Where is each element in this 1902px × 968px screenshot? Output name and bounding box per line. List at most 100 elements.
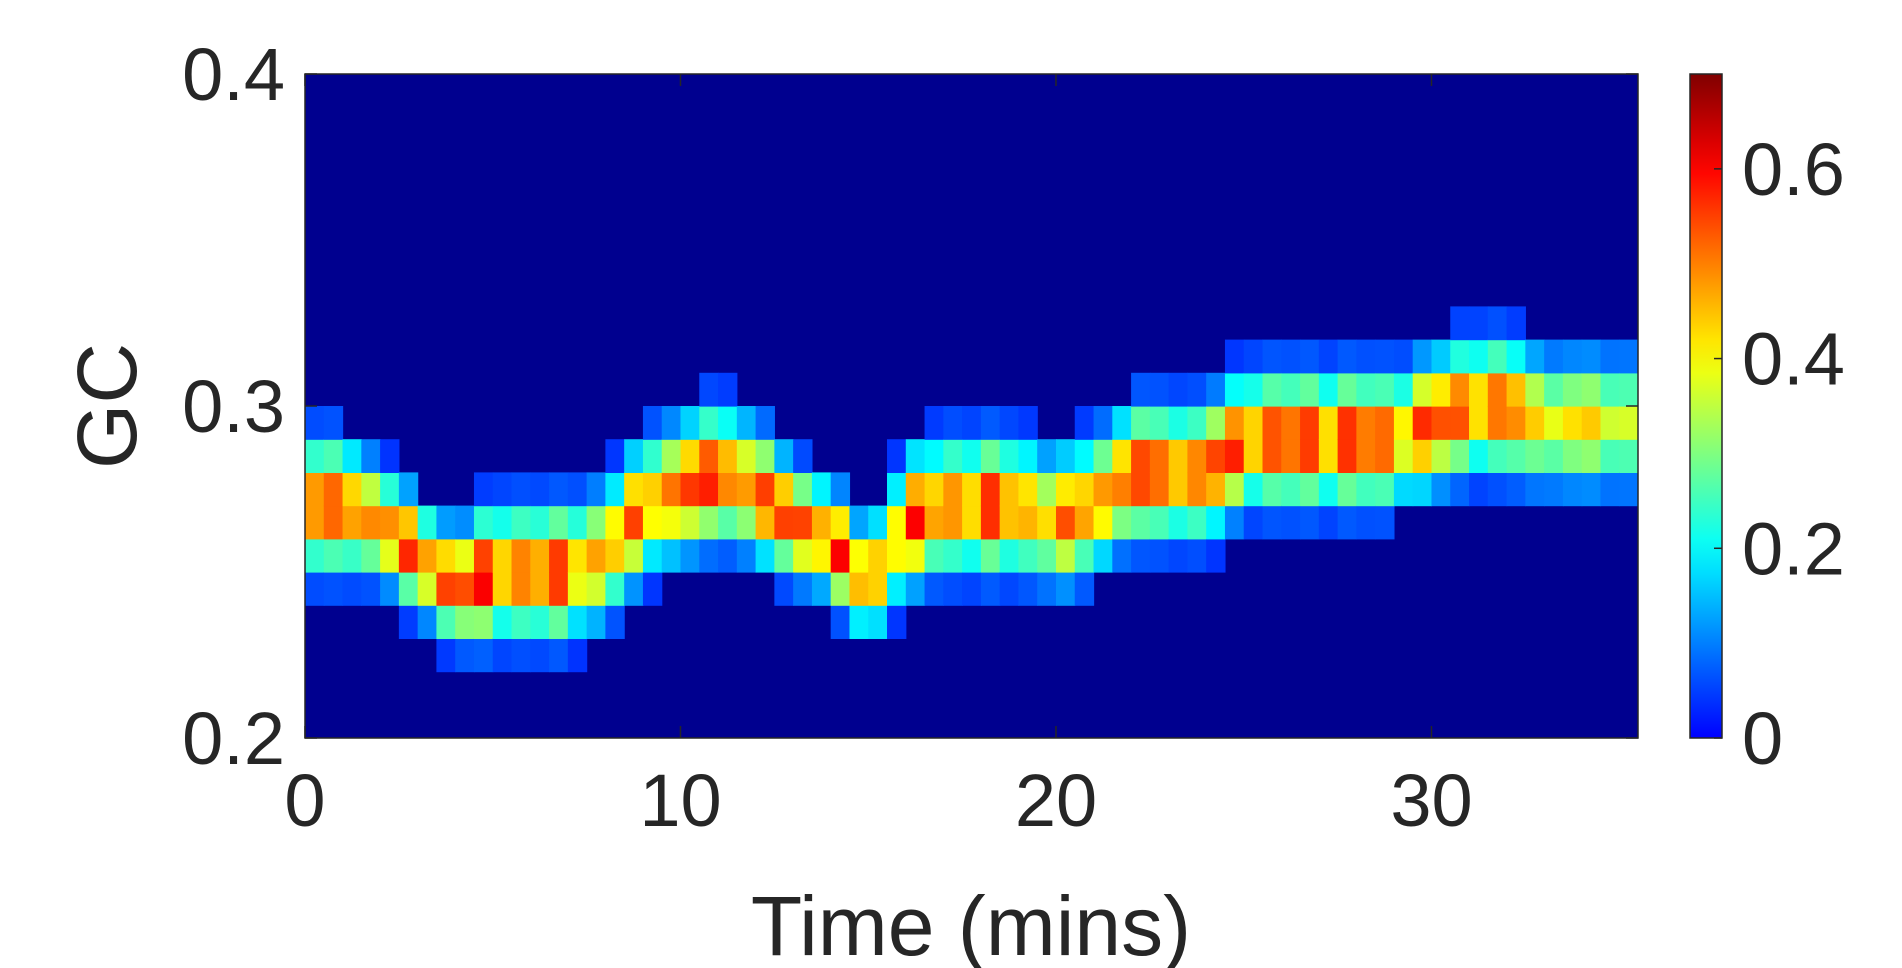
heatmap-cell <box>793 538 813 573</box>
heatmap-cell <box>1412 406 1433 440</box>
heatmap-cell <box>455 605 475 639</box>
heatmap-cell <box>1281 505 1301 540</box>
heatmap-cell <box>661 505 682 540</box>
heatmap-cell <box>1187 439 1207 473</box>
heatmap-cell <box>1431 472 1451 507</box>
heatmap-cell <box>586 605 606 639</box>
heatmap-cell <box>849 605 869 639</box>
heatmap-cell <box>1412 372 1433 407</box>
heatmap-cell <box>943 505 963 540</box>
heatmap-cell <box>642 572 663 606</box>
heatmap-cell <box>905 439 926 473</box>
heatmap-cell <box>1224 372 1245 407</box>
heatmap-cell <box>1243 372 1264 407</box>
colorbar <box>1689 73 1723 739</box>
heatmap-cell <box>549 605 569 639</box>
heatmap-cell <box>473 472 494 507</box>
heatmap-cell <box>868 605 888 639</box>
heatmap-cell <box>1131 406 1151 440</box>
heatmap-cell <box>1055 505 1076 540</box>
heatmap-cell <box>1243 472 1264 507</box>
heatmap-cell <box>1093 439 1113 473</box>
heatmap-cell <box>1318 339 1339 374</box>
heatmap-cell <box>999 505 1020 540</box>
heatmap-cell <box>980 472 1001 507</box>
heatmap-cell <box>999 538 1020 573</box>
heatmap-cell <box>661 472 682 507</box>
heatmap-cell <box>1168 406 1188 440</box>
heatmap-cell <box>1431 406 1451 440</box>
heatmap-cells <box>305 306 1638 673</box>
heatmap-cell <box>830 605 851 639</box>
heatmap-cell <box>605 538 625 573</box>
heatmap-cell <box>380 439 400 473</box>
heatmap-cell <box>1300 505 1320 540</box>
heatmap-cell <box>1093 406 1113 440</box>
heatmap-cell <box>1356 472 1376 507</box>
heatmap-cell <box>755 505 775 540</box>
heatmap-cell <box>1469 339 1489 374</box>
heatmap-cell <box>1149 406 1170 440</box>
heatmap-cell <box>962 538 982 573</box>
heatmap-cell <box>586 472 606 507</box>
heatmap-cell <box>1506 406 1526 440</box>
heatmap-cell <box>943 472 963 507</box>
heatmap-cell <box>999 472 1020 507</box>
heatmap-cell <box>1525 472 1545 507</box>
heatmap-cell <box>1037 439 1057 473</box>
heatmap-cell <box>1431 339 1451 374</box>
heatmap-cell <box>1168 538 1188 573</box>
heatmap-cell <box>511 572 531 606</box>
heatmap-cell <box>624 472 644 507</box>
heatmap-cell <box>436 638 456 673</box>
heatmap-cell <box>624 505 644 540</box>
heatmap-cell <box>1581 372 1602 407</box>
heatmap-cell <box>699 472 719 507</box>
heatmap-cell <box>1506 472 1526 507</box>
heatmap-cell <box>1243 505 1264 540</box>
heatmap-cell <box>511 472 531 507</box>
heatmap-cell <box>887 572 907 606</box>
heatmap-cell <box>1318 439 1339 473</box>
heatmap-cell <box>323 472 344 507</box>
heatmap-cell <box>774 505 794 540</box>
heatmap-cell <box>642 505 663 540</box>
heatmap-cell <box>1544 372 1564 407</box>
heatmap-cell <box>492 538 513 573</box>
heatmap-cell <box>1281 439 1301 473</box>
heatmap-cell <box>305 505 325 540</box>
heatmap-cell <box>1262 339 1282 374</box>
heatmap-cell <box>586 572 606 606</box>
heatmap-cell <box>830 538 851 573</box>
heatmap-cell <box>718 439 738 473</box>
heatmap-cell <box>473 605 494 639</box>
heatmap-cell <box>1149 538 1170 573</box>
heatmap-cell <box>1562 439 1583 473</box>
heatmap-cell <box>924 538 944 573</box>
heatmap-cell <box>455 572 475 606</box>
heatmap-cell <box>736 505 757 540</box>
heatmap-cell <box>830 572 851 606</box>
heatmap-cell <box>1055 439 1076 473</box>
heatmap-cell <box>718 406 738 440</box>
heatmap-cell <box>342 505 362 540</box>
heatmap-cell <box>1375 472 1395 507</box>
heatmap-cell <box>905 472 926 507</box>
heatmap-cell <box>1487 372 1508 407</box>
heatmap-cell <box>380 472 400 507</box>
heatmap-cell <box>1356 372 1376 407</box>
heatmap-cell <box>1168 439 1188 473</box>
y-axis-ticks: 0.2 0.3 0.4 <box>182 33 1638 780</box>
heatmap-cell <box>661 538 682 573</box>
heatmap-cell <box>1562 372 1583 407</box>
heatmap-cell <box>1337 372 1357 407</box>
heatmap-cell <box>1300 339 1320 374</box>
heatmap-cell <box>1393 339 1414 374</box>
heatmap-cell <box>1581 339 1602 374</box>
heatmap-cell <box>473 572 494 606</box>
heatmap-cell <box>774 572 794 606</box>
heatmap-cell <box>887 472 907 507</box>
heatmap-cell <box>1037 538 1057 573</box>
heatmap-cell <box>530 472 550 507</box>
